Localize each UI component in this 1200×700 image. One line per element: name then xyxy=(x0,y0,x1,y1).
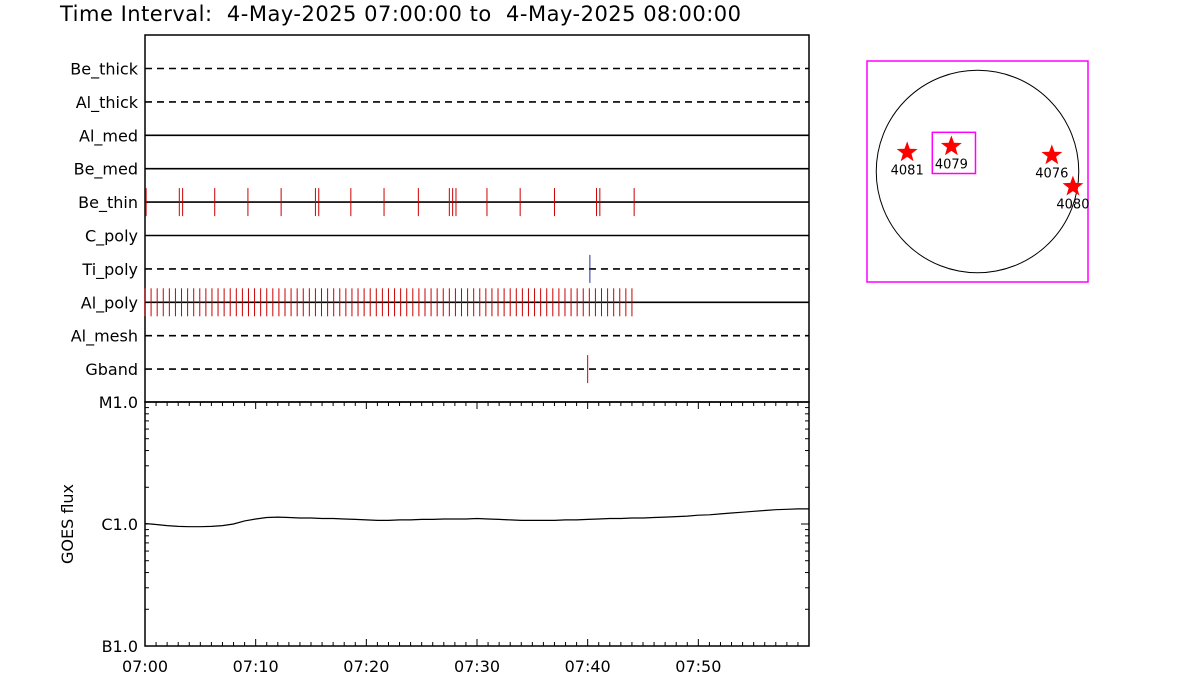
channel-label: Al_poly xyxy=(81,293,138,313)
goes-flux-line xyxy=(144,508,809,528)
solar-disk xyxy=(875,69,1080,274)
active-region-label: 4081 xyxy=(891,163,924,178)
plot-title: Time Interval: 4-May-2025 07:00:00 to 4-… xyxy=(60,2,742,26)
active-region-star xyxy=(1041,144,1063,165)
channel-label: Al_med xyxy=(79,126,138,146)
y-tick-label: M1.0 xyxy=(99,393,138,412)
active-region-label: 4080 xyxy=(1056,198,1089,213)
active-region-star xyxy=(896,141,918,162)
fov-box xyxy=(931,131,977,175)
active-region-label: 4079 xyxy=(935,157,968,172)
y-tick-label: B1.0 xyxy=(102,637,138,656)
x-tick-label: 07:30 xyxy=(454,657,500,676)
y-axis-label: GOES flux xyxy=(58,484,77,564)
x-tick-label: 07:20 xyxy=(343,657,389,676)
x-tick-label: 07:10 xyxy=(233,657,279,676)
solar-map-frame xyxy=(866,60,1089,283)
timeline-frame xyxy=(144,34,810,403)
active-region-star xyxy=(1062,175,1084,196)
channel-label: C_poly xyxy=(85,227,138,247)
channel-label: Be_thick xyxy=(70,60,138,80)
x-tick-label: 07:40 xyxy=(565,657,611,676)
channel-label: Gband xyxy=(85,360,138,379)
channel-label: Al_thick xyxy=(76,93,139,113)
channel-label: Ti_poly xyxy=(81,260,138,280)
x-tick-label: 07:50 xyxy=(675,657,721,676)
x-tick-label: 07:00 xyxy=(122,657,168,676)
channel-label: Al_mesh xyxy=(71,327,138,347)
goes-flux-panel: 07:00 07:10 07:20 07:30 07:40 07:50 M1.0 C1.0 B1… xyxy=(58,393,810,676)
active-region-star xyxy=(940,135,962,156)
event-timeline-panel: Be_thick Al_thick Al_med Be_med Be_thin C_pol… xyxy=(70,34,810,403)
y-tick-label: C1.0 xyxy=(101,515,138,534)
active-region-label: 4076 xyxy=(1035,166,1068,181)
goes-frame xyxy=(144,401,810,647)
solar-map-panel: 4081 4079 4076 4080 xyxy=(866,60,1089,283)
channel-label: Be_med xyxy=(74,160,138,180)
channel-label: Be_thin xyxy=(78,193,138,213)
